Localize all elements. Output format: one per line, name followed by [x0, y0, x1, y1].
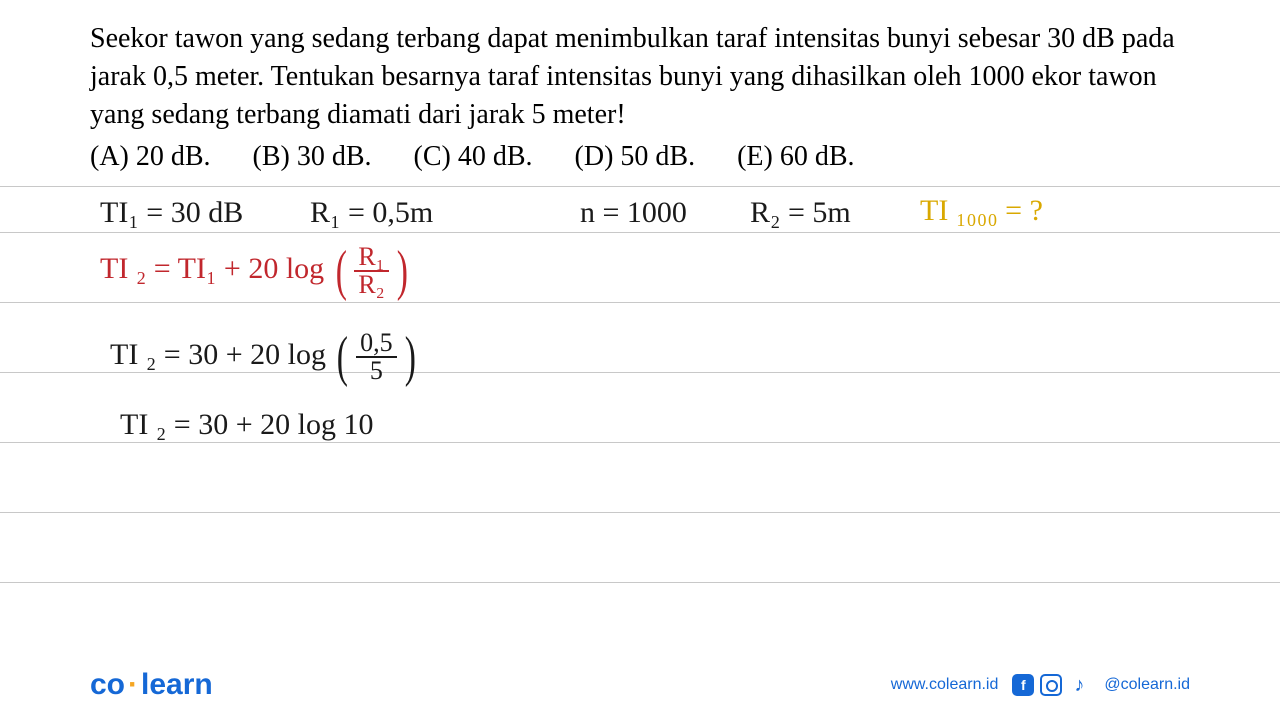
- rule-line: [0, 582, 1280, 583]
- social-icons: f ♪: [1012, 674, 1090, 696]
- instagram-icon: [1040, 674, 1062, 696]
- rule-line: [0, 302, 1280, 303]
- formula-red: TI ₂ = TI₁ + 20 log (R₁R₂): [100, 244, 411, 298]
- fraction-values: 0,55: [356, 330, 397, 384]
- substitution-prefix: TI ₂ = 30 + 20 log: [110, 338, 326, 371]
- rule-line: [0, 442, 1280, 443]
- option-e: (E) 60 dB.: [737, 141, 854, 173]
- option-c: (C) 40 dB.: [414, 141, 533, 173]
- website-url: www.colearn.id: [891, 676, 999, 694]
- logo-co: co: [90, 668, 125, 701]
- result-line: TI ₂ = 30 + 20 log 10: [120, 408, 373, 442]
- option-d: (D) 50 dB.: [575, 141, 696, 173]
- footer: co·learn www.colearn.id f ♪ @colearn.id: [0, 668, 1280, 702]
- given-r2: R₂ = 5m: [750, 196, 851, 230]
- logo-dot: ·: [125, 668, 141, 701]
- rule-line: [0, 232, 1280, 233]
- frac-den: 5: [366, 358, 387, 384]
- given-r1: R₁ = 0,5m: [310, 196, 433, 230]
- answer-options: (A) 20 dB. (B) 30 dB. (C) 40 dB. (D) 50 …: [90, 141, 1190, 173]
- rule-line: [0, 186, 1280, 187]
- frac-num: R₁: [354, 244, 388, 272]
- tiktok-icon: ♪: [1068, 674, 1090, 696]
- paren-right: ): [396, 246, 407, 296]
- facebook-icon: f: [1012, 674, 1034, 696]
- formula-red-prefix: TI ₂ = TI₁ + 20 log: [100, 252, 324, 285]
- given-ti1: TI₁ = 30 dB: [100, 196, 243, 230]
- paren-right: ): [404, 332, 415, 382]
- logo-learn: learn: [141, 668, 213, 701]
- given-n: n = 1000: [580, 196, 687, 230]
- asked-ti1000: TI ₁₀₀₀ = ?: [920, 194, 1043, 228]
- question-text: Seekor tawon yang sedang terbang dapat m…: [90, 20, 1190, 133]
- social-handle: @colearn.id: [1104, 676, 1190, 694]
- option-a: (A) 20 dB.: [90, 141, 211, 173]
- option-b: (B) 30 dB.: [253, 141, 372, 173]
- footer-right: www.colearn.id f ♪ @colearn.id: [891, 674, 1190, 696]
- paren-left: (: [335, 246, 346, 296]
- logo: co·learn: [90, 668, 213, 702]
- substitution-line: TI ₂ = 30 + 20 log (0,55): [110, 330, 419, 384]
- paren-left: (: [337, 332, 348, 382]
- ruled-area: TI₁ = 30 dB R₁ = 0,5m n = 1000 R₂ = 5m T…: [0, 170, 1280, 660]
- frac-num: 0,5: [356, 330, 397, 358]
- fraction-r1-r2: R₁R₂: [354, 244, 388, 298]
- frac-den: R₂: [354, 272, 388, 298]
- rule-line: [0, 512, 1280, 513]
